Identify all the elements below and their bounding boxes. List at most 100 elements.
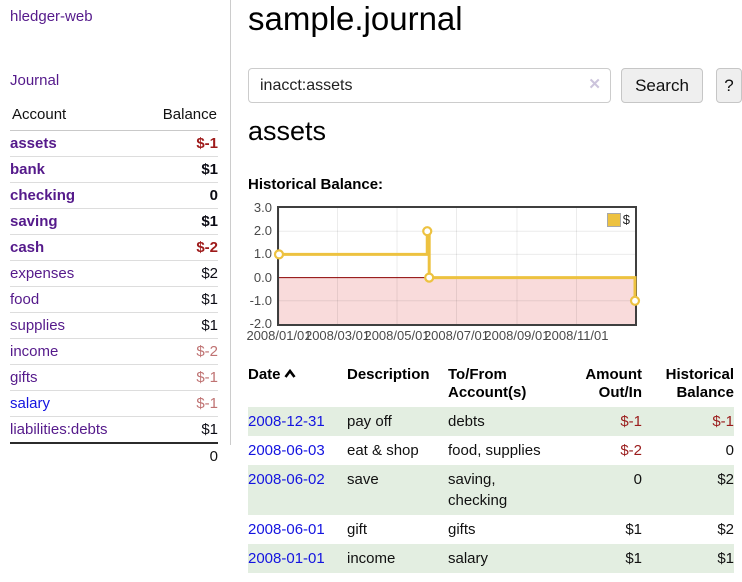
column-header-date[interactable]: Date xyxy=(248,362,347,407)
search-input[interactable] xyxy=(248,68,611,103)
account-balance: $-2 xyxy=(148,338,218,365)
sidebar-item-journal[interactable]: Journal xyxy=(10,72,60,89)
chart-legend: $ xyxy=(604,211,632,228)
transaction-accounts: debts xyxy=(448,407,558,436)
register-table: Date Description To/From Account(s) Amou… xyxy=(248,362,734,573)
register-table-header: Date Description To/From Account(s) Amou… xyxy=(248,362,734,407)
account-link[interactable]: supplies xyxy=(10,317,66,334)
transaction-date-link[interactable]: 2008-01-01 xyxy=(248,550,325,567)
column-header-description: Description xyxy=(347,366,430,383)
chart-y-axis: 3.0 2.0 1.0 0.0 -1.0 -2.0 xyxy=(248,200,272,331)
account-balance: $1 xyxy=(148,156,218,183)
y-tick-label: 1.0 xyxy=(253,246,272,262)
transaction-balance: $1 xyxy=(642,544,734,573)
accounts-header-account: Account xyxy=(10,104,148,131)
account-link[interactable]: checking xyxy=(10,187,76,204)
transaction-balance: $2 xyxy=(717,521,734,538)
x-tick-label: 2008/03/01 xyxy=(304,328,371,343)
account-link[interactable]: saving xyxy=(10,213,58,230)
account-balance: 0 xyxy=(148,182,218,209)
chart-title: Historical Balance: xyxy=(248,176,384,193)
transaction-row: 2008-12-31 pay off debts $-1 $-1 xyxy=(248,407,734,436)
account-link[interactable]: assets xyxy=(10,135,57,152)
column-header-accounts: To/From Account(s) xyxy=(448,366,527,401)
legend-swatch-icon xyxy=(606,212,621,227)
transaction-description: pay off xyxy=(347,407,448,436)
transaction-accounts: saving, checking xyxy=(448,465,558,515)
accounts-total-row: 0 xyxy=(10,442,218,469)
accounts-table-body: assets $-1 bank $1 checking 0 saving $1 cash $-2 e… xyxy=(10,131,218,443)
account-row: checking 0 xyxy=(10,182,218,209)
y-tick-label: -1.0 xyxy=(249,292,272,308)
transaction-amount: $1 xyxy=(625,521,642,538)
account-row: bank $1 xyxy=(10,156,218,183)
account-balance: $-1 xyxy=(148,390,218,417)
transaction-accounts: gifts xyxy=(448,521,476,538)
balance-chart: 3.0 2.0 1.0 0.0 -1.0 -2.0 $ 2008/01/01 2008/03… xyxy=(246,200,648,346)
transaction-amount: $-2 xyxy=(620,442,642,459)
column-header-balance: Historical Balance xyxy=(665,366,734,401)
account-balance: $1 xyxy=(148,312,218,339)
transaction-row: 2008-06-01 gift gifts $1 $2 xyxy=(248,515,734,544)
account-link[interactable]: income xyxy=(10,343,59,360)
account-row: assets $-1 xyxy=(10,131,218,157)
y-tick-label: -2.0 xyxy=(249,316,272,331)
account-balance: $2 xyxy=(148,260,218,287)
transaction-balance: $-1 xyxy=(642,407,734,436)
transaction-row: 2008-06-03 eat & shop food, supplies $-2 0 xyxy=(248,436,734,465)
x-tick-label: 2008/07/01 xyxy=(423,328,490,343)
account-row: saving $1 xyxy=(10,208,218,235)
accounts-total-balance: 0 xyxy=(148,442,218,469)
transaction-balance: 0 xyxy=(725,442,734,459)
transaction-accounts: salary xyxy=(448,544,558,573)
chart-x-axis: 2008/01/01 2008/03/01 2008/05/01 2008/07/01… xyxy=(246,328,635,344)
clear-search-icon[interactable]: ✕ xyxy=(588,76,601,93)
account-balance: $-1 xyxy=(148,364,218,391)
account-row: gifts $-1 xyxy=(10,364,218,391)
chart-plot-area: $ xyxy=(273,206,641,326)
register-table-body: 2008-12-31 pay off debts $-1 $-1 2008-06-03 ea… xyxy=(248,407,734,573)
transaction-balance: $2 xyxy=(642,465,734,515)
transaction-date-link[interactable]: 2008-06-03 xyxy=(248,442,325,459)
transaction-row: 2008-06-02 save saving, checking 0 $2 xyxy=(248,465,734,515)
transaction-accounts: food, supplies xyxy=(448,442,541,459)
account-balance: $-2 xyxy=(148,234,218,261)
transaction-description: save xyxy=(347,465,448,515)
app-title-link[interactable]: hledger-web xyxy=(10,8,93,25)
account-balance: $-1 xyxy=(196,135,218,152)
accounts-table-header: Account Balance xyxy=(10,104,218,131)
transaction-description: income xyxy=(347,544,448,573)
x-tick-label: 2008/09/01 xyxy=(484,328,550,343)
account-link[interactable]: cash xyxy=(10,239,45,256)
transaction-amount: $-1 xyxy=(558,407,642,436)
account-link[interactable]: salary xyxy=(10,395,51,412)
sort-ascending-icon xyxy=(283,366,296,384)
account-link[interactable]: food xyxy=(10,291,40,308)
account-row: income $-2 xyxy=(10,338,218,365)
account-heading: assets xyxy=(248,116,327,146)
account-link[interactable]: liabilities:debts xyxy=(10,421,108,438)
y-tick-label: 0.0 xyxy=(253,269,272,285)
account-link[interactable]: gifts xyxy=(10,369,38,386)
account-row: cash $-2 xyxy=(10,234,218,261)
account-link[interactable]: bank xyxy=(10,161,46,178)
page-title: sample.journal xyxy=(248,0,463,37)
legend-label: $ xyxy=(622,212,630,227)
account-link[interactable]: expenses xyxy=(10,265,75,282)
account-row: food $1 xyxy=(10,286,218,313)
account-row: expenses $2 xyxy=(10,260,218,287)
transaction-date-link[interactable]: 2008-06-01 xyxy=(248,521,325,538)
account-balance: $1 xyxy=(148,416,218,443)
y-tick-label: 2.0 xyxy=(253,223,272,239)
y-tick-label: 3.0 xyxy=(253,200,272,215)
search-button[interactable]: Search xyxy=(621,68,703,103)
sidebar: hledger-web Journal Account Balance asse… xyxy=(0,0,231,469)
transaction-date-link[interactable]: 2008-12-31 xyxy=(248,413,325,430)
accounts-header-balance: Balance xyxy=(148,104,218,131)
x-tick-label: 2008/11/01 xyxy=(544,328,609,343)
help-button[interactable]: ? xyxy=(716,68,742,103)
account-row: salary $-1 xyxy=(10,390,218,417)
transaction-date-link[interactable]: 2008-06-02 xyxy=(248,471,325,488)
transaction-description: eat & shop xyxy=(347,442,419,459)
x-tick-label: 2008/01/01 xyxy=(246,328,312,343)
